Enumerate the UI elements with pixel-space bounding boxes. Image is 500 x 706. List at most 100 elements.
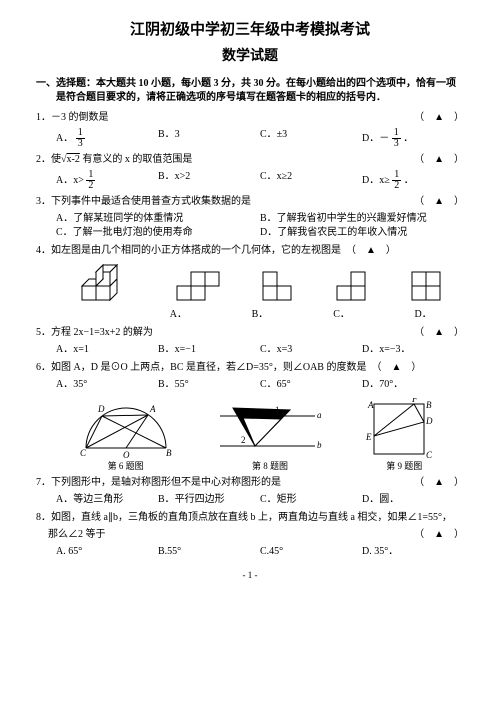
svg-text:O: O (123, 450, 130, 458)
q4-A-label: A． (148, 308, 208, 322)
q1-B: B．3 (158, 128, 260, 149)
fig-q8: 1 2 a b 第 8 题图 (215, 398, 325, 473)
q2-D-pre: D．x≥ (362, 174, 390, 185)
fraction-icon: 13 (392, 128, 401, 149)
parallel-lines-diagram-icon: 1 2 a b (215, 398, 325, 458)
view-C-icon (335, 262, 369, 304)
q5-C: C．x=3 (260, 343, 362, 357)
q2-D-tail: ． (404, 174, 414, 185)
svg-text:A: A (367, 400, 374, 410)
q1-D-tail: ． (403, 132, 413, 143)
page-number: - 1 - (36, 569, 464, 582)
svg-text:1: 1 (275, 405, 280, 415)
svg-text:2: 2 (241, 435, 246, 445)
question-8: 8．如图，直线 a∥b，三角板的直角顶点放在直线 b 上，两直角边与直线 a 相… (36, 511, 464, 559)
question-6: 6．如图 A，D 是⊙O 上两点，BC 是直径，若∠D=35°，则∠OAB 的度… (36, 361, 464, 392)
q5-D: D．x=−3． (362, 343, 464, 357)
svg-text:B: B (166, 448, 172, 458)
q5-stem: 5．方程 2x−1=3x+2 的解为 （ ▲ ） (36, 326, 464, 340)
q2-D: D．x≥ 12 ． (362, 170, 464, 191)
q4-B-label: B． (230, 308, 290, 322)
radical-icon: x-2 (67, 154, 80, 165)
q7-text: 7．下列图形中，是轴对称图形但不是中心对称图形的是 (36, 477, 281, 488)
question-3: 3．下列事件中最适合使用普查方式收集数据的是 （ ▲ ） A．了解某班同学的体重… (36, 195, 464, 240)
exam-page: 江阴初级中学初三年级中考模拟考试 数学试题 一、选择题：本大题共 10 小题，每… (0, 0, 500, 592)
fig-q6: D A C O B 第 6 题图 (76, 398, 176, 473)
q1-A: A． 13 (56, 128, 158, 149)
q8-D: D. 35°． (362, 545, 464, 559)
q8-stem1: 8．如图，直线 a∥b，三角板的直角顶点放在直线 b 上，两直角边与直线 a 相… (36, 511, 464, 525)
question-7: 7．下列图形中，是轴对称图形但不是中心对称图形的是 （ ▲ ） A．等边三角形 … (36, 476, 464, 507)
svg-text:C: C (80, 448, 87, 458)
question-4: 4．如左图是由几个相同的小正方体搭成的一个几何体，它的左视图是 （ ▲ ） (36, 244, 464, 322)
q8-B: B.55° (158, 545, 260, 559)
fraction-icon: 12 (86, 170, 95, 191)
q7-C: C．矩形 (260, 493, 362, 507)
answer-blank: （ ▲ ） (414, 195, 464, 209)
q1-options: A． 13 B．3 C．±3 D．－ 13 ． (36, 128, 464, 149)
fig9-caption: 第 9 题图 (364, 460, 444, 473)
square-triangle-diagram-icon: A B D C F E (364, 398, 444, 458)
q2-C: C．x≥2 (260, 170, 362, 191)
svg-text:a: a (317, 410, 322, 420)
q1-D: D．－ 13 ． (362, 128, 464, 149)
fraction-icon: 13 (76, 128, 85, 149)
q8-stem2: 那么∠2 等于 （ ▲ ） (36, 528, 464, 542)
q2-pre: 2．使 (36, 154, 61, 165)
view-B-icon (261, 262, 295, 304)
q7-A: A．等边三角形 (56, 493, 158, 507)
q6-options: A．35° B．55° C．65° D．70°． (36, 378, 464, 392)
answer-blank: （ ▲ ） (414, 153, 464, 167)
q8-A: A. 65° (56, 545, 158, 559)
title-sub: 数学试题 (36, 47, 464, 67)
title-main: 江阴初级中学初三年级中考模拟考试 (36, 20, 464, 41)
svg-text:B: B (426, 400, 432, 410)
q1-text: 1．－3 的倒数是 (36, 112, 109, 123)
svg-text:A: A (149, 404, 156, 414)
section-header: 一、选择题：本大题共 10 小题，每小题 3 分，共 30 分。在每小题给出的四… (36, 77, 464, 105)
svg-text:D: D (97, 404, 105, 414)
fig-q9: A B D C F E 第 9 题图 (364, 398, 444, 473)
svg-text:C: C (426, 450, 433, 458)
q3-stem: 3．下列事件中最适合使用普查方式收集数据的是 （ ▲ ） (36, 195, 464, 209)
svg-text:F: F (411, 398, 418, 404)
q1-D-label: D．－ (362, 132, 389, 143)
q2-options: A．x> 12 B．x>2 C．x≥2 D．x≥ 12 ． (36, 170, 464, 191)
q8-stem2-text: 那么∠2 等于 (48, 529, 106, 540)
q6-A: A．35° (56, 378, 158, 392)
view-A-icon (173, 262, 221, 304)
q2-A-pre: A．x> (56, 174, 84, 185)
answer-blank: （ ▲ ） (414, 476, 464, 490)
fraction-icon: 12 (392, 170, 401, 191)
figure-row: D A C O B 第 6 题图 1 2 a b 第 8 题图 (56, 398, 464, 473)
q3-D: D．了解我省农民工的年收入情况 (260, 226, 464, 240)
q3-text: 3．下列事件中最适合使用普查方式收集数据的是 (36, 196, 251, 207)
q5-A: A．x=1 (56, 343, 158, 357)
q3-A: A．了解某班同学的体重情况 (56, 212, 260, 226)
q6-B: B．55° (158, 378, 260, 392)
q4-stem: 4．如左图是由几个相同的小正方体搭成的一个几何体，它的左视图是 （ ▲ ） (36, 244, 464, 258)
svg-text:D: D (425, 416, 433, 426)
q8-options: A. 65° B.55° C.45° D. 35°． (36, 545, 464, 559)
q3-options: A．了解某班同学的体重情况 B．了解我省初中学生的兴趣爱好情况 C．了解一批电灯… (36, 212, 464, 240)
q2-stem: 2．使√x-2 有意义的 x 的取值范围是 （ ▲ ） (36, 153, 464, 167)
q4-D-label: D． (393, 308, 453, 322)
q8-C: C.45° (260, 545, 362, 559)
answer-blank: （ ▲ ） (414, 528, 464, 542)
q5-text: 5．方程 2x−1=3x+2 的解为 (36, 327, 153, 338)
view-D-icon (410, 262, 444, 304)
q4-C-label: C． (312, 308, 372, 322)
q2-B: B．x>2 (158, 170, 260, 191)
q7-B: B．平行四边形 (158, 493, 260, 507)
q1-C: C．±3 (260, 128, 362, 149)
q4-option-labels: A． B． C． D． (36, 308, 464, 322)
question-1: 1．－3 的倒数是 （ ▲ ） A． 13 B．3 C．±3 D．－ 13 ． (36, 111, 464, 149)
q6-stem: 6．如图 A，D 是⊙O 上两点，BC 是直径，若∠D=35°，则∠OAB 的度… (36, 361, 464, 375)
answer-blank: （ ▲ ） (414, 111, 464, 125)
q5-B: B．x=−1 (158, 343, 260, 357)
q6-D: D．70°． (362, 378, 464, 392)
q7-D: D．圆． (362, 493, 464, 507)
q7-options: A．等边三角形 B．平行四边形 C．矩形 D．圆． (36, 493, 464, 507)
q7-stem: 7．下列图形中，是轴对称图形但不是中心对称图形的是 （ ▲ ） (36, 476, 464, 490)
question-5: 5．方程 2x−1=3x+2 的解为 （ ▲ ） A．x=1 B．x=−1 C．… (36, 326, 464, 357)
